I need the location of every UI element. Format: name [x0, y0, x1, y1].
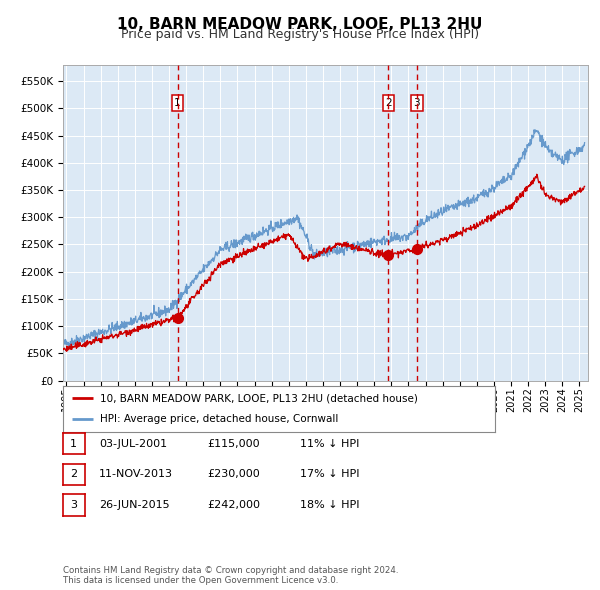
Text: 18% ↓ HPI: 18% ↓ HPI — [300, 500, 359, 510]
Text: HPI: Average price, detached house, Cornwall: HPI: Average price, detached house, Corn… — [100, 414, 338, 424]
Text: 10, BARN MEADOW PARK, LOOE, PL13 2HU (detached house): 10, BARN MEADOW PARK, LOOE, PL13 2HU (de… — [100, 394, 418, 404]
Text: £230,000: £230,000 — [207, 470, 260, 479]
Text: 10, BARN MEADOW PARK, LOOE, PL13 2HU: 10, BARN MEADOW PARK, LOOE, PL13 2HU — [118, 17, 482, 31]
Text: 2: 2 — [70, 470, 77, 479]
Text: 17% ↓ HPI: 17% ↓ HPI — [300, 470, 359, 479]
Text: 11-NOV-2013: 11-NOV-2013 — [99, 470, 173, 479]
Text: £242,000: £242,000 — [207, 500, 260, 510]
Text: 3: 3 — [70, 500, 77, 510]
Text: 1: 1 — [174, 98, 181, 108]
Text: 2: 2 — [385, 98, 392, 108]
Text: Contains HM Land Registry data © Crown copyright and database right 2024.
This d: Contains HM Land Registry data © Crown c… — [63, 566, 398, 585]
Text: 3: 3 — [413, 98, 420, 108]
Text: 26-JUN-2015: 26-JUN-2015 — [99, 500, 170, 510]
Text: 1: 1 — [70, 439, 77, 448]
Text: 03-JUL-2001: 03-JUL-2001 — [99, 439, 167, 448]
Text: £115,000: £115,000 — [207, 439, 260, 448]
Text: 11% ↓ HPI: 11% ↓ HPI — [300, 439, 359, 448]
Text: Price paid vs. HM Land Registry's House Price Index (HPI): Price paid vs. HM Land Registry's House … — [121, 28, 479, 41]
